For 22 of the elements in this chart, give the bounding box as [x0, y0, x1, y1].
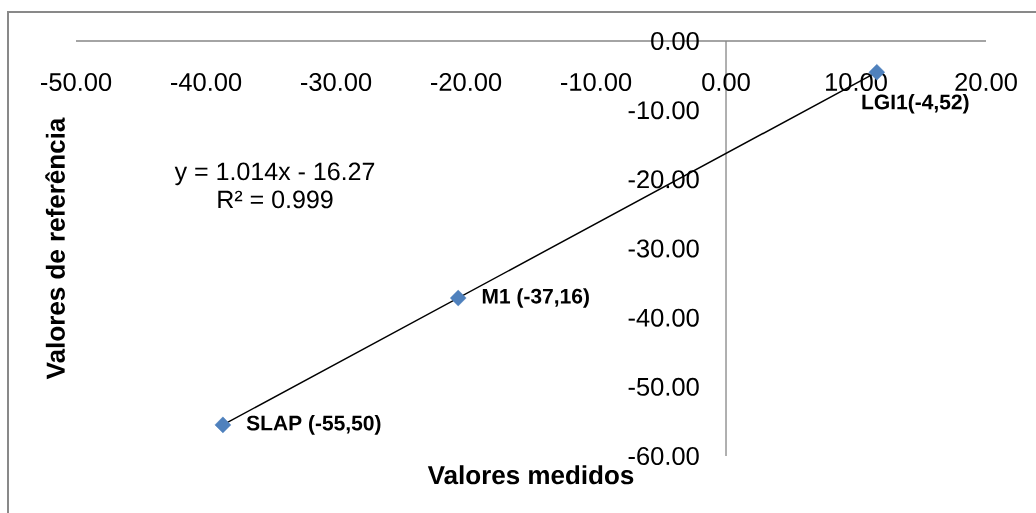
y-tick-label: -10.00	[628, 101, 699, 120]
y-tick-label: -50.00	[628, 377, 699, 396]
data-label: LGI1(-4,52)	[862, 93, 969, 114]
y-tick-label: -30.00	[628, 239, 699, 258]
y-tick-label: -60.00	[628, 446, 699, 466]
x-tick-label: 20.00	[955, 72, 1017, 92]
x-tick-label: -10.00	[560, 72, 632, 92]
x-tick-label: 0.00	[702, 72, 750, 92]
point	[450, 289, 467, 307]
annotation: R² = 0.999	[218, 190, 333, 209]
annotation: y = 1.014x - 16.27	[174, 162, 375, 186]
x-tick-label: -20.00	[430, 72, 502, 92]
x-tick-label: -30.00	[300, 72, 372, 92]
y-axis-title: Valores de referência	[45, 117, 65, 380]
data-label: M1 (-37,16)	[482, 288, 589, 308]
point	[214, 416, 232, 434]
data-label: SLAP (-55,50)	[246, 415, 381, 435]
x-tick-label: -50.00	[40, 72, 112, 92]
y-tick-label: 0.00	[651, 31, 699, 51]
y-tick-label: -40.00	[628, 308, 699, 327]
x-axis-title: Valores medidos	[427, 465, 634, 485]
x-tick-label: -40.00	[170, 72, 242, 92]
